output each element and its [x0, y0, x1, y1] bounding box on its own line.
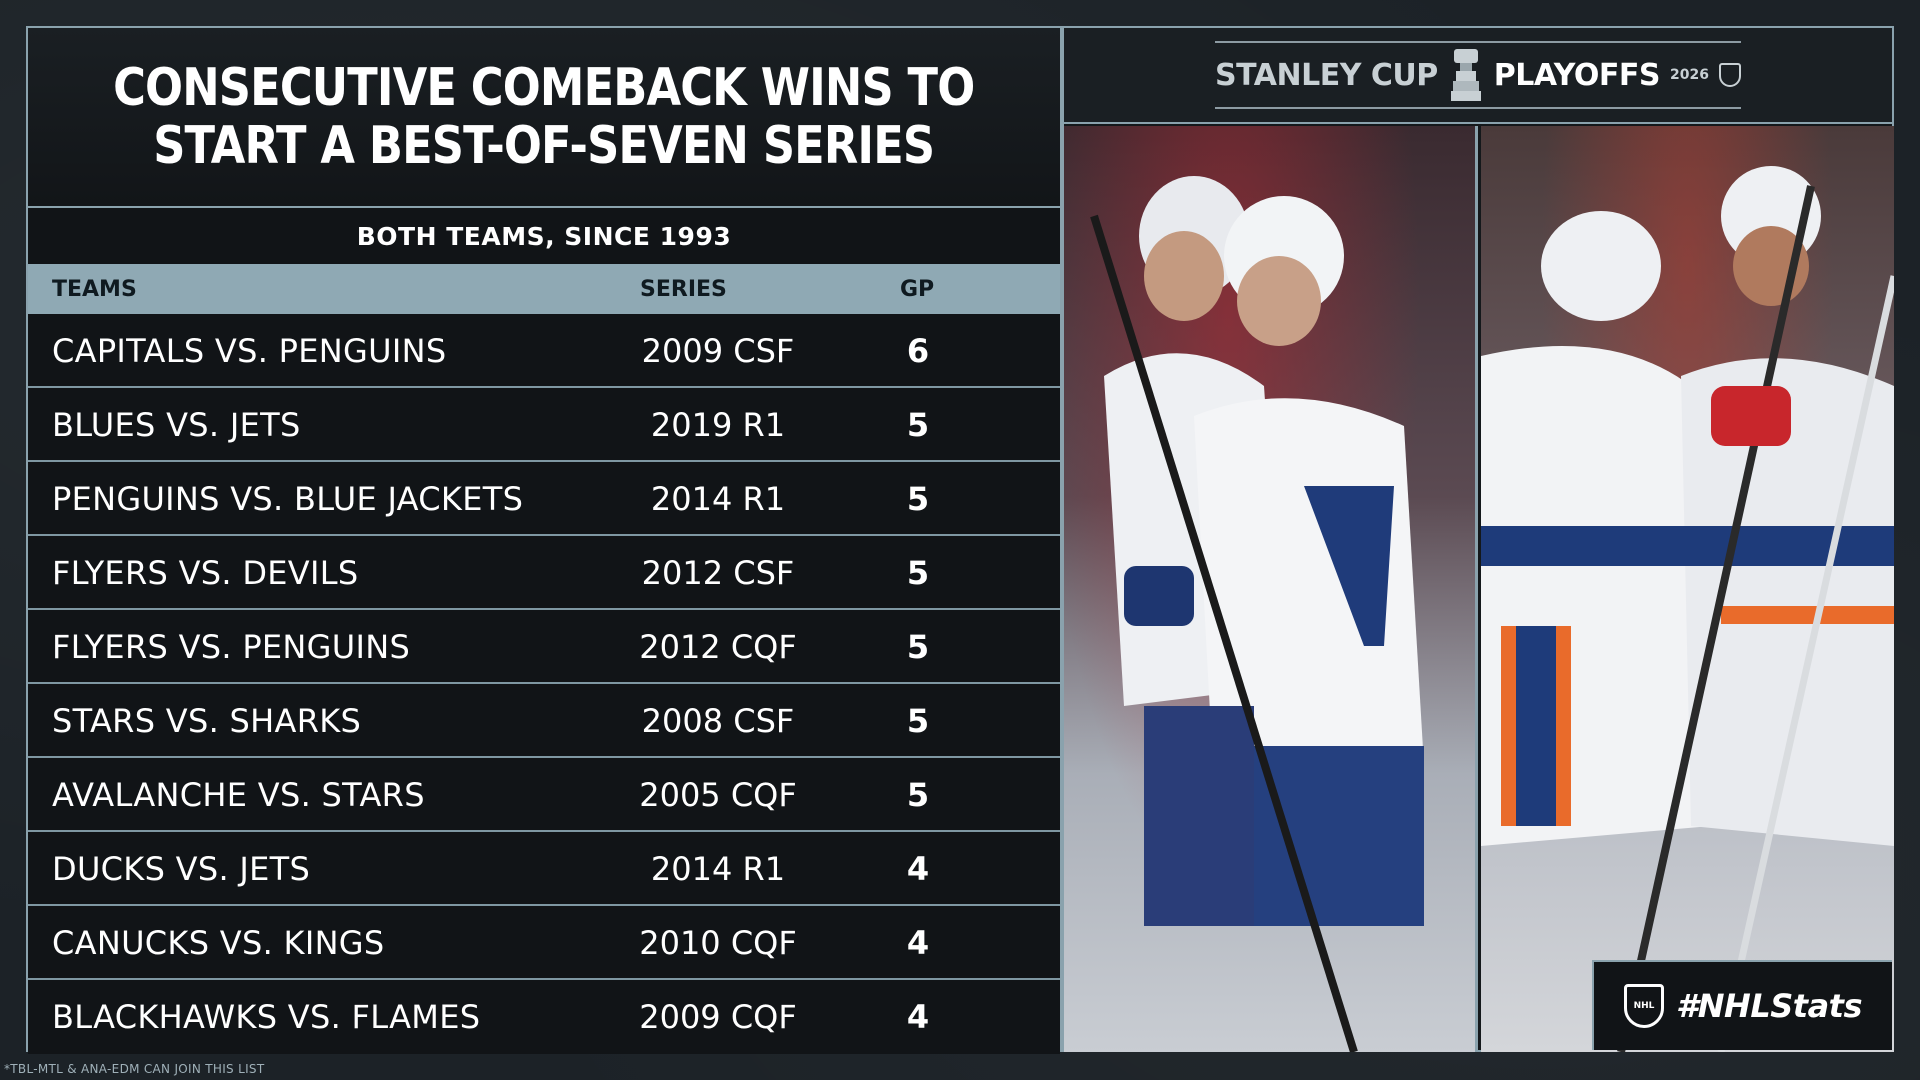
row-teams: CAPITALS VS. PENGUINS	[52, 332, 447, 370]
photo-panel: STANLEY CUP PLAYOFFS 2026	[1062, 26, 1894, 1052]
row-gp: 5	[906, 702, 930, 740]
nhl-shield-icon	[1718, 63, 1741, 87]
row-gp: 4	[906, 924, 930, 962]
row-gp: 4	[906, 998, 930, 1036]
row-series: 2014 R1	[650, 480, 786, 518]
table-row: BLUES VS. JETS 2019 R1 5	[28, 388, 1060, 462]
header-teams: TEAMS	[52, 277, 137, 302]
page-title: CONSECUTIVE COMEBACK WINS TO START A BES…	[113, 58, 975, 176]
logo-year: 2026	[1669, 67, 1709, 83]
hashtag: #NHLStats	[1676, 987, 1863, 1025]
table-row: FLYERS VS. DEVILS 2012 CSF 5	[28, 536, 1060, 610]
table-row: PENGUINS VS. BLUE JACKETS 2014 R1 5	[28, 462, 1060, 536]
row-series: 2014 R1	[650, 850, 786, 888]
row-teams: FLYERS VS. DEVILS	[52, 554, 359, 592]
row-gp: 6	[906, 332, 930, 370]
table-header: TEAMS SERIES GP	[28, 264, 1060, 314]
title-line-2: START A BEST-OF-SEVEN SERIES	[153, 116, 935, 176]
row-teams: FLYERS VS. PENGUINS	[52, 628, 411, 666]
table-row: CANUCKS VS. KINGS 2010 CQF 4	[28, 906, 1060, 980]
row-teams: BLACKHAWKS VS. FLAMES	[52, 998, 481, 1036]
row-series: 2019 R1	[650, 406, 786, 444]
row-gp: 5	[906, 406, 930, 444]
footnote: *TBL-MTL & ANA-EDM CAN JOIN THIS LIST	[4, 1062, 265, 1076]
row-gp: 4	[906, 850, 930, 888]
stats-table-panel: CONSECUTIVE COMEBACK WINS TO START A BES…	[26, 26, 1062, 1054]
row-gp: 5	[906, 628, 930, 666]
row-teams: STARS VS. SHARKS	[52, 702, 362, 740]
playoffs-logo: STANLEY CUP PLAYOFFS 2026	[1215, 41, 1741, 109]
subtitle: BOTH TEAMS, SINCE 1993	[356, 221, 732, 251]
row-series: 2009 CQF	[639, 998, 797, 1036]
nhl-stats-badge: NHL #NHLStats	[1592, 960, 1892, 1050]
playoffs-logo-bar: STANLEY CUP PLAYOFFS 2026	[1064, 28, 1892, 124]
table-row: BLACKHAWKS VS. FLAMES 2009 CQF 4	[28, 980, 1060, 1054]
row-teams: BLUES VS. JETS	[52, 406, 301, 444]
row-series: 2009 CSF	[641, 332, 795, 370]
table-row: DUCKS VS. JETS 2014 R1 4	[28, 832, 1060, 906]
row-teams: CANUCKS VS. KINGS	[52, 924, 385, 962]
logo-playoffs: PLAYOFFS	[1493, 57, 1661, 93]
photo-oilers-players	[1481, 126, 1894, 1052]
row-gp: 5	[906, 776, 930, 814]
nhl-logo-text: NHL	[1633, 1001, 1655, 1011]
nhl-logo-icon: NHL	[1624, 984, 1664, 1028]
row-gp: 5	[906, 554, 930, 592]
title-line-1: CONSECUTIVE COMEBACK WINS TO	[113, 58, 975, 118]
stanley-cup-icon	[1448, 47, 1484, 103]
row-series: 2010 CQF	[639, 924, 797, 962]
row-teams: DUCKS VS. JETS	[52, 850, 311, 888]
row-series: 2012 CSF	[641, 554, 795, 592]
row-series: 2008 CSF	[641, 702, 795, 740]
photo-lightning-players	[1064, 126, 1478, 1052]
logo-stanley-cup: STANLEY CUP	[1215, 57, 1438, 93]
row-gp: 5	[906, 480, 930, 518]
table-row: FLYERS VS. PENGUINS 2012 CQF 5	[28, 610, 1060, 684]
subtitle-box: BOTH TEAMS, SINCE 1993	[28, 210, 1060, 262]
row-series: 2012 CQF	[639, 628, 797, 666]
header-series: SERIES	[640, 277, 727, 302]
row-teams: PENGUINS VS. BLUE JACKETS	[52, 480, 524, 518]
table-body: CAPITALS VS. PENGUINS 2009 CSF 6 BLUES VS. …	[28, 314, 1060, 1054]
header-gp: GP	[900, 277, 935, 302]
table-row: CAPITALS VS. PENGUINS 2009 CSF 6	[28, 314, 1060, 388]
row-teams: AVALANCHE VS. STARS	[52, 776, 425, 814]
title-box: CONSECUTIVE COMEBACK WINS TO START A BES…	[28, 28, 1060, 208]
table-row: AVALANCHE VS. STARS 2005 CQF 5	[28, 758, 1060, 832]
row-series: 2005 CQF	[639, 776, 797, 814]
table-row: STARS VS. SHARKS 2008 CSF 5	[28, 684, 1060, 758]
